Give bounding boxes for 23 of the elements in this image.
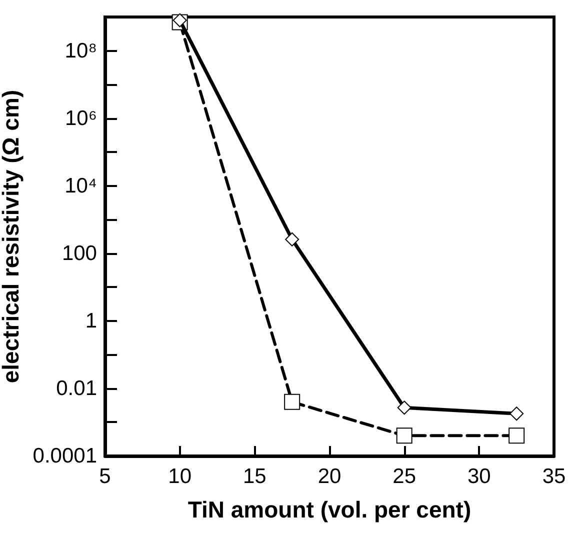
x-tick-label: 20 [318,465,342,488]
y-axis-title: electrical resistivity (Ω cm) [0,90,24,384]
y-tick-label: 10⁴ [64,174,97,198]
text: 100 [62,242,97,265]
x-tick-label: 35 [542,465,566,488]
x-tick-label: 15 [242,465,266,488]
text: 1 [85,309,97,332]
x-tick-label: 25 [392,465,416,488]
point [285,232,300,246]
x-tick-label: 5 [99,465,111,488]
x-tick-label: 30 [467,465,491,488]
point [172,13,187,28]
y-tick-label: 10⁸ [64,39,97,62]
text: 0.01 [56,376,97,400]
point [284,394,300,410]
x-tick-label: 10 [168,465,192,488]
point [510,406,524,421]
point [397,400,412,415]
point [508,428,525,444]
x-axis-title: TiN amount (vol. per cent) [188,496,472,522]
point [396,428,412,444]
text: 0.0001 [32,444,97,468]
y-tick-label: 10⁶ [64,106,97,130]
